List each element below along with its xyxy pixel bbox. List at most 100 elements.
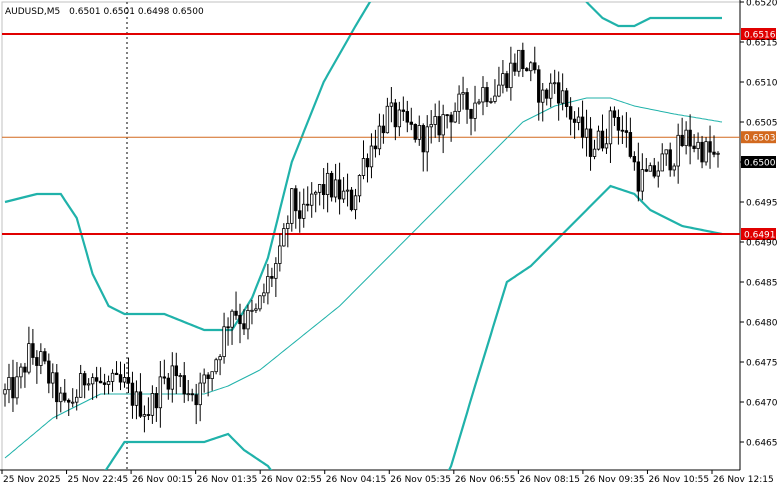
candle — [457, 85, 461, 124]
candle — [704, 137, 708, 166]
candle-body-down — [190, 393, 194, 396]
candle — [477, 98, 481, 105]
x-tick-label: 26 Nov 02:55 — [261, 475, 322, 485]
candle — [15, 362, 19, 405]
candle-body-up — [202, 374, 206, 384]
candle-body-up — [608, 110, 613, 145]
candle-body-up — [78, 373, 83, 398]
candle-body-up — [461, 92, 465, 95]
candle-body-down — [624, 130, 629, 133]
candle — [122, 363, 127, 388]
candle-body-down — [545, 89, 549, 99]
candle — [556, 71, 561, 121]
x-tick-label: 26 Nov 06:55 — [455, 475, 516, 485]
candle — [560, 73, 565, 111]
candle-body-down — [118, 374, 123, 383]
candle-body-down — [700, 141, 704, 163]
candle — [118, 361, 123, 391]
candle-body-down — [349, 189, 354, 211]
candle — [106, 375, 111, 395]
candle-body-up — [481, 87, 485, 103]
candle — [258, 295, 262, 312]
candle-body-down — [505, 73, 509, 89]
candle — [186, 379, 190, 402]
candle — [337, 162, 342, 215]
x-tick-label: 26 Nov 09:35 — [584, 475, 645, 485]
candle — [190, 388, 194, 402]
candle-body-up — [501, 73, 505, 86]
candle-body-down — [513, 62, 517, 72]
x-tick-label: 26 Nov 12:15 — [713, 475, 774, 485]
candle — [361, 140, 366, 180]
y-tick-label: 0.6510 — [746, 79, 778, 89]
y-tick-label: 0.6475 — [746, 359, 778, 369]
candle — [660, 143, 664, 172]
candle — [182, 362, 186, 403]
candle — [401, 96, 406, 122]
candle-body-up — [254, 308, 258, 311]
candle — [94, 366, 99, 399]
x-tick-label: 26 Nov 00:15 — [132, 475, 193, 485]
candle — [238, 303, 242, 344]
bollinger-bands — [4, 2, 723, 470]
candle — [473, 85, 477, 132]
bollinger-upper-line — [4, 2, 722, 332]
candle — [357, 174, 362, 203]
candle — [166, 373, 171, 400]
y-tick-label: 0.6485 — [746, 279, 778, 289]
candle — [55, 364, 59, 420]
candle — [110, 369, 115, 392]
candle-body-down — [521, 49, 525, 69]
candle — [405, 100, 410, 133]
candle — [210, 371, 214, 391]
candle — [584, 109, 589, 157]
candle — [71, 388, 75, 408]
candle-body-up — [648, 165, 652, 172]
candle — [82, 370, 87, 399]
candle — [290, 188, 294, 232]
candle — [381, 114, 386, 144]
candle — [325, 162, 330, 213]
candle-body-down — [644, 169, 649, 172]
candle — [572, 111, 577, 139]
candle — [437, 100, 441, 143]
y-tick-label: 0.6465 — [746, 439, 778, 449]
candle-body-down — [688, 129, 692, 147]
candle-body-down — [572, 118, 577, 123]
candle — [43, 348, 47, 365]
candle — [533, 46, 537, 74]
candle-body-down — [708, 141, 712, 153]
candle-body-up — [596, 130, 601, 150]
candle-body-up — [592, 148, 597, 157]
candle — [377, 113, 382, 156]
candle-body-up — [541, 89, 545, 103]
candle — [592, 139, 597, 160]
candle-body-up — [325, 172, 330, 195]
y-tick-label: 0.6480 — [746, 319, 778, 329]
candle-body-up — [74, 396, 79, 403]
candle-body-up — [15, 376, 19, 399]
candle — [226, 317, 230, 346]
candle-body-down — [162, 376, 167, 379]
candle — [696, 132, 700, 160]
candle-body-down — [146, 414, 151, 416]
candle — [3, 383, 7, 407]
candle — [206, 372, 210, 397]
level-label: 0.6491 — [744, 231, 776, 241]
y-tick-label: 0.6495 — [746, 199, 778, 209]
candle — [74, 389, 79, 411]
candle-body-down — [98, 380, 103, 384]
candle-body-down — [337, 179, 342, 200]
candle — [485, 81, 489, 108]
candle-body-down — [321, 184, 326, 195]
current-price-label: 0.6500 — [744, 159, 776, 169]
candle — [142, 405, 147, 433]
candle-body-down — [469, 108, 473, 119]
candle — [393, 98, 398, 141]
candle — [552, 69, 557, 94]
candle — [708, 125, 712, 169]
candle — [373, 129, 378, 158]
candle — [234, 291, 238, 320]
candle — [23, 362, 27, 388]
